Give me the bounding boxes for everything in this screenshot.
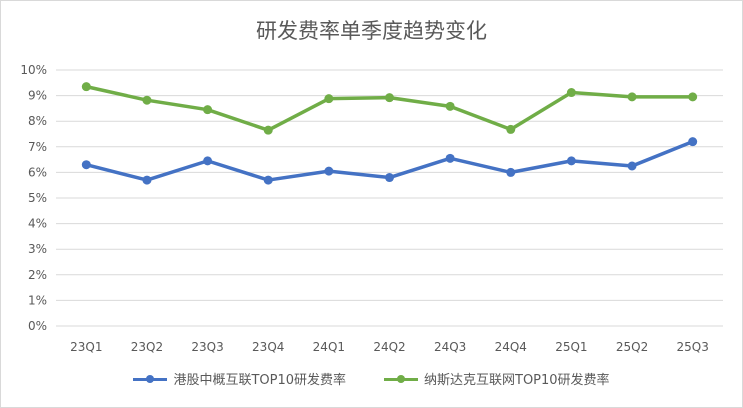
y-tick-label: 7%: [28, 140, 47, 154]
chart-title: 研发费率单季度趋势变化: [256, 19, 487, 43]
y-tick-label: 1%: [28, 293, 47, 307]
data-point: [506, 167, 516, 177]
legend-item-hk: 港股中概互联TOP10研发费率: [133, 369, 346, 388]
y-tick-label: 3%: [28, 242, 47, 256]
data-point: [203, 105, 213, 115]
legend-label-hk: 港股中概互联TOP10研发费率: [173, 373, 346, 388]
y-tick-label: 4%: [28, 217, 47, 231]
data-point: [203, 156, 213, 166]
data-point: [324, 94, 334, 104]
data-point: [324, 166, 334, 176]
data-point: [263, 125, 273, 135]
legend-marker-nasdaq: [384, 374, 418, 384]
x-tick-label: 24Q1: [313, 340, 345, 354]
y-tick-label: 9%: [28, 89, 47, 103]
x-tick-label: 23Q1: [70, 340, 102, 354]
x-tick-label: 23Q2: [131, 340, 163, 354]
data-point: [566, 156, 576, 166]
data-point: [688, 92, 698, 102]
data-point: [445, 101, 455, 111]
data-point: [81, 160, 91, 170]
x-tick-label: 23Q3: [191, 340, 223, 354]
x-tick-label: 25Q1: [555, 340, 587, 354]
x-tick-label: 24Q4: [495, 340, 527, 354]
y-tick-label: 2%: [28, 268, 47, 282]
y-tick-label: 5%: [28, 191, 47, 205]
y-tick-label: 10%: [20, 63, 47, 77]
legend-marker-hk: [133, 374, 168, 384]
y-tick-label: 6%: [28, 165, 47, 179]
x-tick-label: 23Q4: [252, 340, 284, 354]
data-point: [627, 161, 637, 171]
data-point: [445, 153, 455, 163]
data-point: [81, 82, 91, 92]
x-tick-label: 25Q3: [677, 340, 709, 354]
data-point: [263, 175, 273, 185]
x-tick-label: 25Q2: [616, 340, 648, 354]
x-tick-label: 24Q2: [373, 340, 405, 354]
data-point: [506, 124, 516, 134]
data-point: [627, 92, 637, 102]
data-point: [142, 175, 152, 185]
x-tick-label: 24Q3: [434, 340, 466, 354]
data-point: [142, 95, 152, 105]
data-point: [385, 93, 394, 103]
legend-item-nasdaq: 纳斯达克互联网TOP10研发费率: [384, 369, 610, 388]
legend: 港股中概互联TOP10研发费率 纳斯达克互联网TOP10研发费率: [1, 369, 742, 388]
data-point: [688, 137, 698, 147]
y-tick-label: 8%: [28, 114, 47, 128]
data-point: [566, 88, 576, 98]
data-point: [385, 173, 394, 183]
legend-label-nasdaq: 纳斯达克互联网TOP10研发费率: [424, 373, 610, 388]
y-tick-label: 0%: [28, 319, 47, 333]
